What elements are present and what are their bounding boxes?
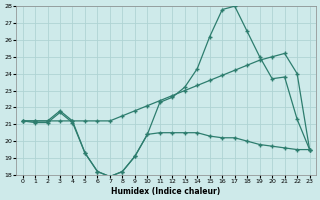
X-axis label: Humidex (Indice chaleur): Humidex (Indice chaleur) [111, 187, 221, 196]
